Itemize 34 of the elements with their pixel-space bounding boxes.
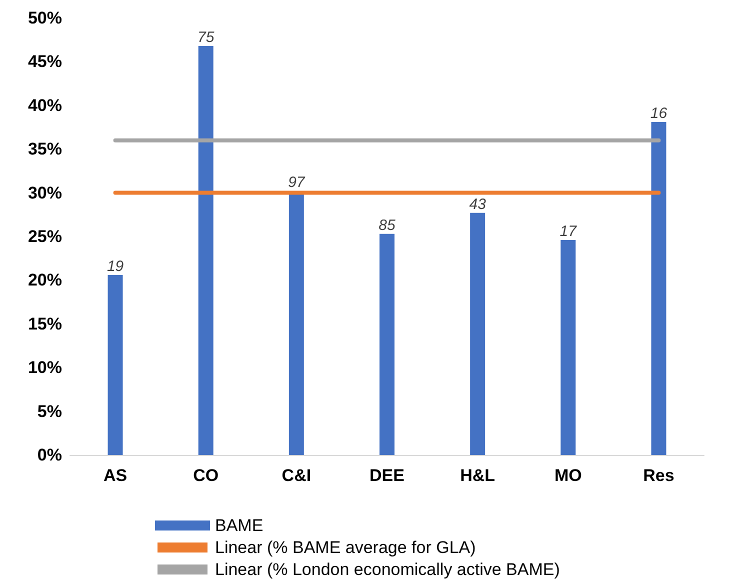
bar: [651, 122, 666, 455]
bar: [560, 240, 576, 455]
y-tick-label: 20%: [28, 270, 62, 290]
x-tick-label: C&I: [282, 466, 312, 485]
y-tick-label: 35%: [28, 140, 62, 159]
y-tick-label: 45%: [28, 52, 62, 72]
x-tick-label: H&L: [460, 466, 496, 485]
x-tick-label: AS: [103, 466, 128, 485]
bar: [198, 46, 214, 455]
bar: [108, 274, 123, 455]
annotation: 19: [106, 258, 124, 275]
y-tick-label: 5%: [37, 402, 62, 421]
bar: [380, 234, 394, 455]
y-tick-label: 30%: [28, 183, 62, 202]
y-tick-label: 50%: [28, 8, 62, 28]
annotation: 17: [560, 222, 578, 240]
x-tick-label: MO: [554, 466, 582, 485]
annotation: 85: [378, 216, 396, 234]
legend-label: Linear (% BAME average for GLA): [215, 538, 476, 557]
y-tick-label: 15%: [28, 314, 62, 334]
y-tick-label: 25%: [28, 227, 62, 246]
x-tick-label: DEE: [370, 466, 404, 485]
annotation: 43: [469, 196, 487, 213]
y-tick-label: 10%: [28, 358, 62, 378]
x-tick-label: CO: [193, 466, 219, 485]
x-tick-label: Res: [643, 466, 674, 485]
legend-label: BAME: [215, 516, 264, 535]
annotation: 16: [650, 105, 668, 122]
bar: [470, 212, 486, 455]
y-tick-label: 40%: [28, 96, 62, 115]
legend-label: Linear (% London economically active BAME): [215, 560, 560, 579]
annotation: 97: [288, 174, 306, 192]
annotation: 75: [198, 28, 215, 46]
y-tick-label: 0%: [37, 446, 62, 464]
